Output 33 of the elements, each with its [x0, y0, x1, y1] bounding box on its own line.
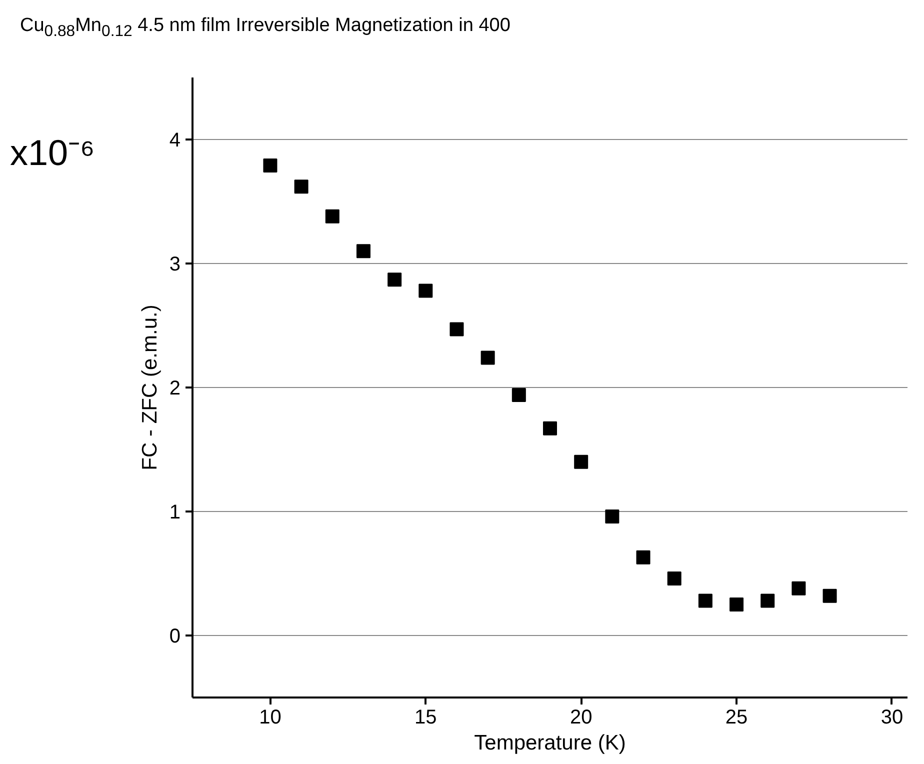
- text: x10⁻⁶: [10, 131, 95, 175]
- y-tick-label: 3: [169, 254, 180, 276]
- y-tick-label: 2: [169, 378, 180, 400]
- point: [450, 322, 464, 336]
- point: [792, 581, 806, 596]
- x-tick-label: 15: [414, 706, 437, 728]
- point: [636, 550, 650, 564]
- x-tick-label: 20: [570, 706, 592, 728]
- y-tick-label: 1: [169, 502, 180, 524]
- point: [356, 244, 370, 258]
- point: [388, 272, 402, 287]
- point: [667, 571, 682, 586]
- point: [512, 388, 526, 402]
- chart-title: Cu$_{0.88}$Mn$_{0.12}$ 4.5 nm film Irreversible Magnetization in 400: [20, 14, 510, 42]
- y-axis-title: FC - ZFC (e.m.u.): [138, 304, 162, 470]
- point: [730, 598, 744, 612]
- y-tick-label: 0: [169, 626, 180, 648]
- point: [605, 509, 620, 524]
- point: [574, 454, 588, 469]
- point: [294, 180, 308, 194]
- point: [418, 284, 433, 298]
- point: [325, 209, 340, 224]
- y-tick-label: 4: [169, 130, 180, 152]
- point: [263, 158, 278, 173]
- point: [698, 594, 712, 608]
- x-tick-label: 25: [725, 706, 748, 728]
- point: [760, 594, 775, 608]
- point: [480, 350, 495, 365]
- point: [543, 421, 557, 436]
- x-tick-label: 30: [880, 706, 904, 728]
- x-axis-title: Temperature (K): [474, 732, 626, 754]
- point: [822, 588, 837, 603]
- x-tick-label: 10: [259, 706, 282, 728]
